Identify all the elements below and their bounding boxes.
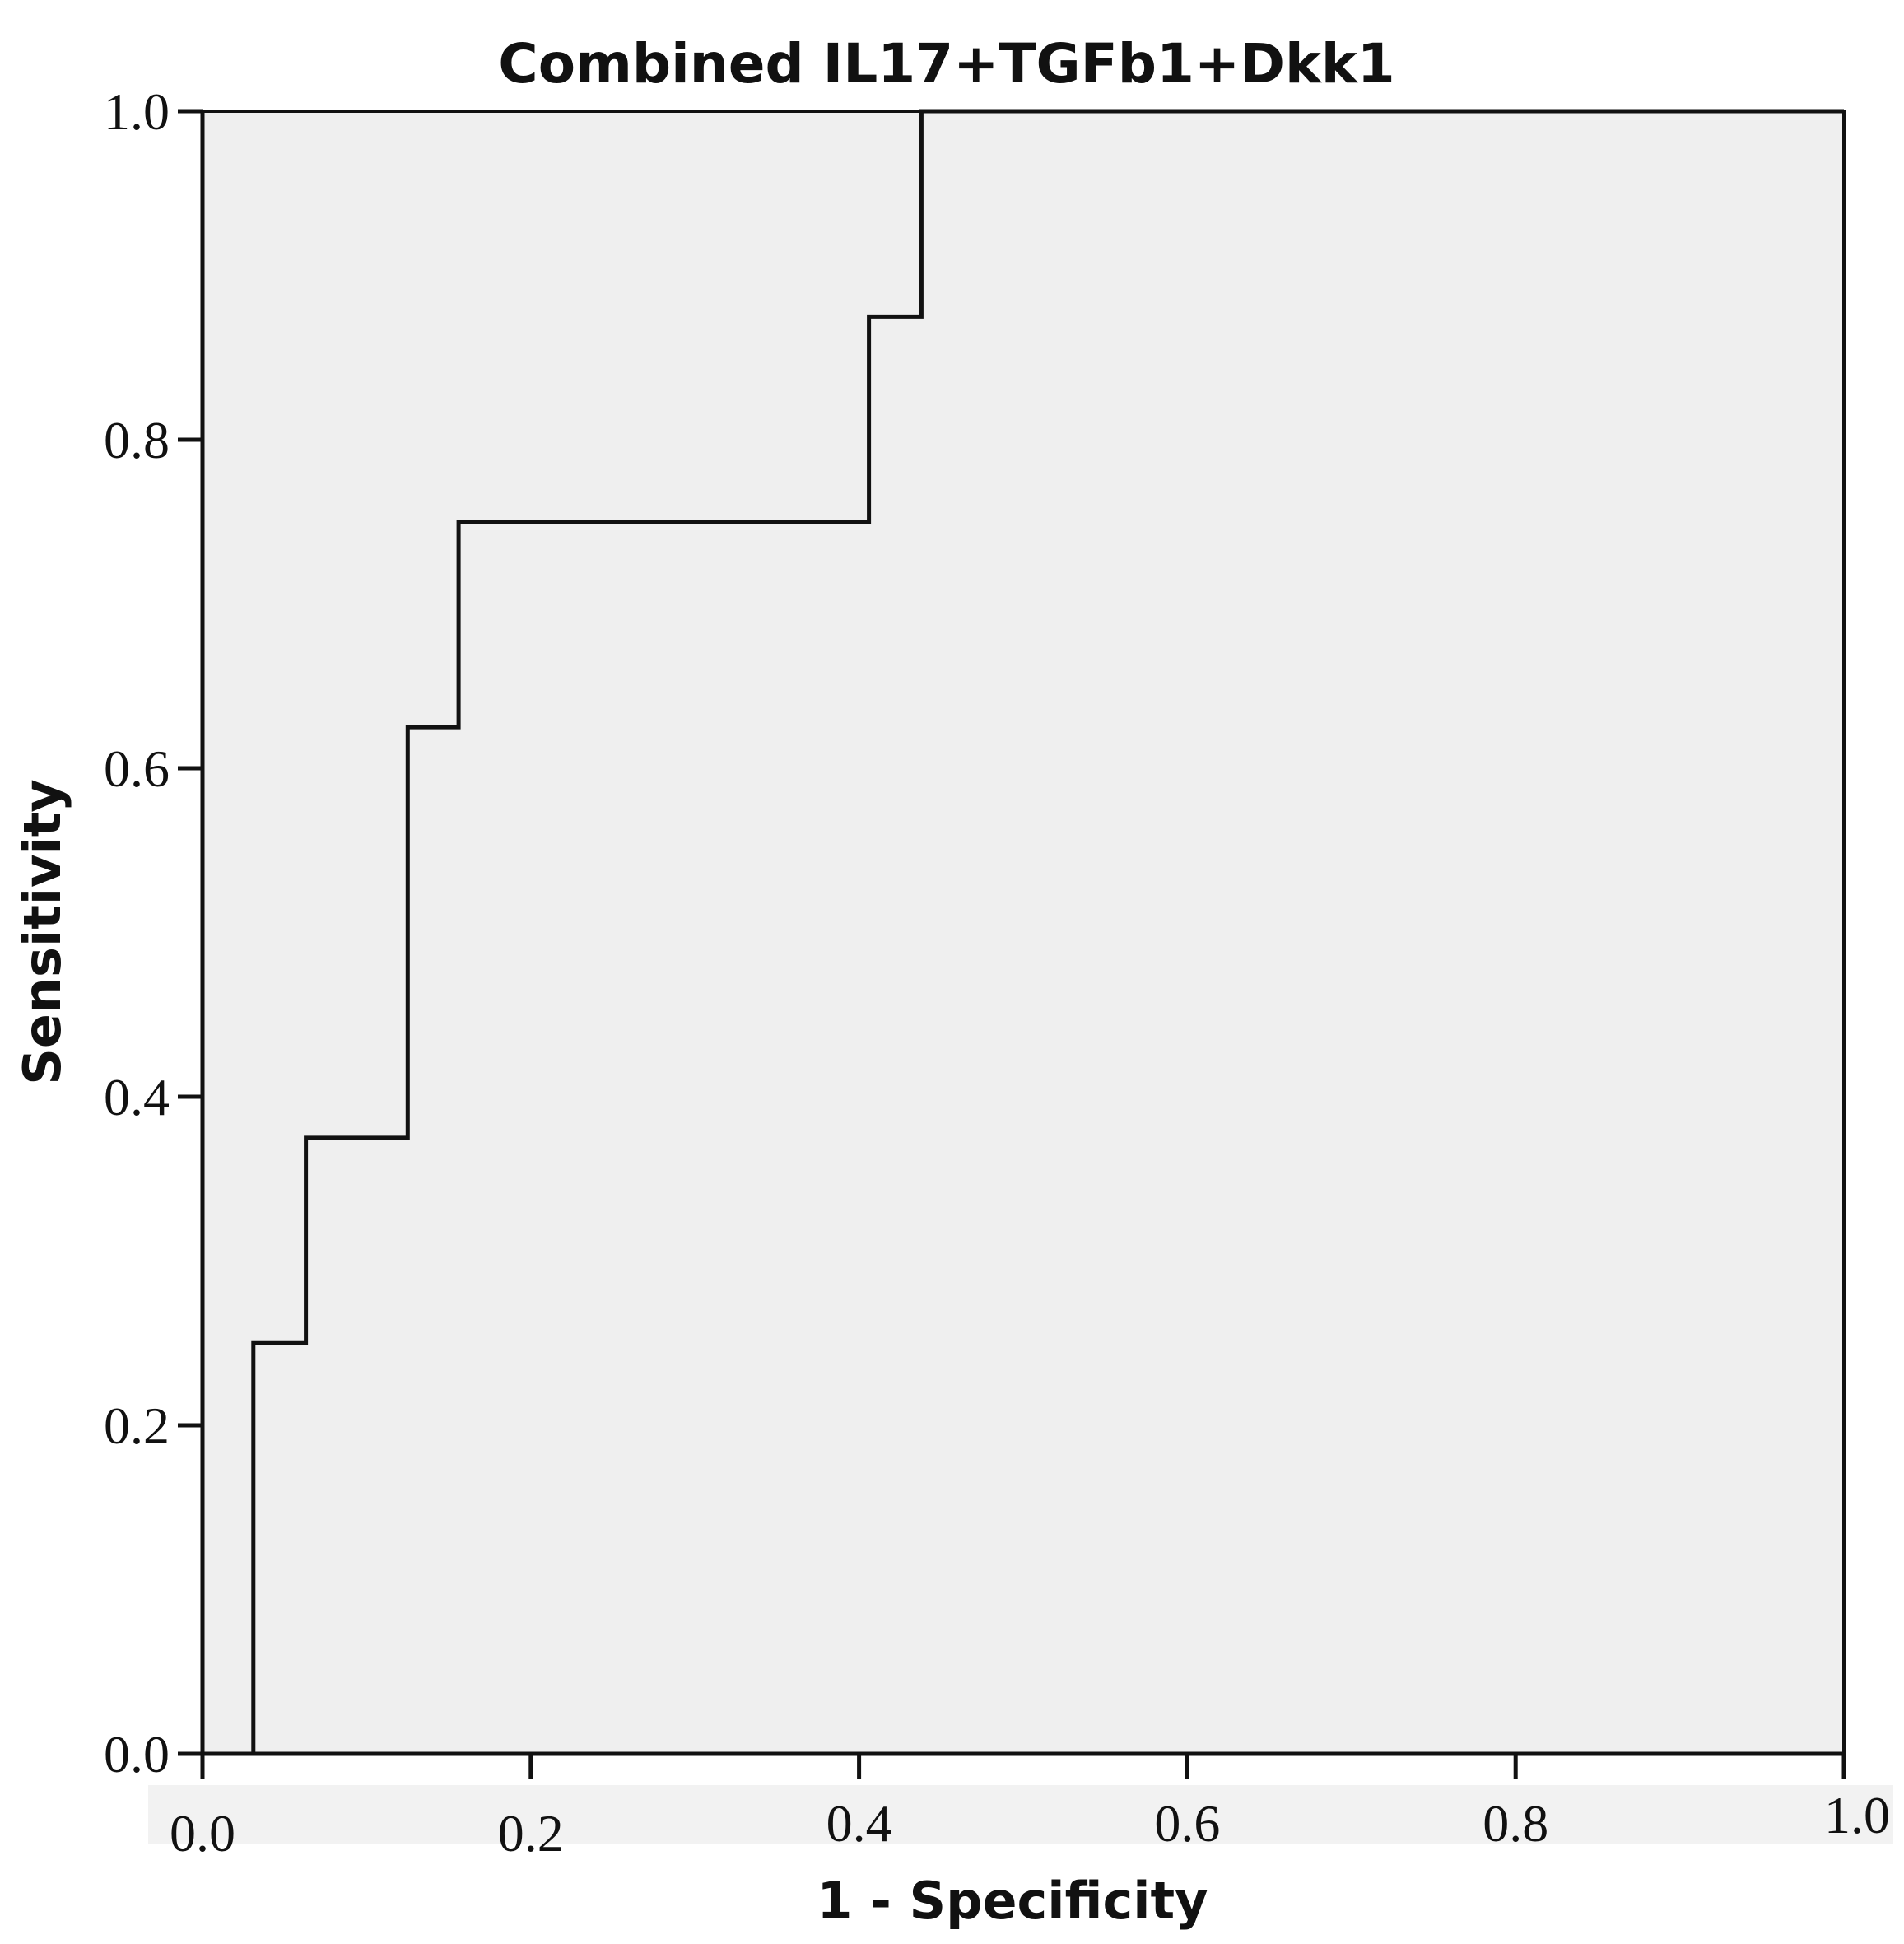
x-tick-label: 0.8: [1483, 1794, 1548, 1853]
axes: 0.0 0.2 0.4 0.6 0.8 1.0 0.0 0.2 0.4 0.6 0.8 1.0: [104, 82, 1890, 1862]
y-tick-label: 0.4: [104, 1068, 170, 1126]
y-tick-label: 0.8: [104, 411, 170, 469]
chart-title: Combined IL17+TGFb1+Dkk1: [498, 32, 1394, 96]
y-tick-label: 1.0: [104, 82, 170, 141]
y-tick-label: 0.6: [104, 739, 170, 798]
chart-marks: [251, 109, 1844, 1754]
y-tick-label: 0.2: [104, 1396, 170, 1455]
x-tick-label: 0.0: [170, 1804, 235, 1862]
x-tick-label: 0.2: [498, 1804, 564, 1862]
x-axis-label: 1 - Specificity: [817, 1871, 1208, 1931]
plot-area: [203, 111, 1844, 1754]
x-tick-label: 1.0: [1824, 1786, 1890, 1844]
y-axis-label: Sensitivity: [12, 779, 72, 1085]
x-axis-band: [148, 1785, 1893, 1844]
x-tick-label: 0.4: [826, 1794, 892, 1853]
roc-curve-line: [251, 109, 1844, 1754]
y-tick-label: 0.0: [104, 1725, 170, 1783]
x-tick-label: 0.6: [1154, 1794, 1220, 1853]
